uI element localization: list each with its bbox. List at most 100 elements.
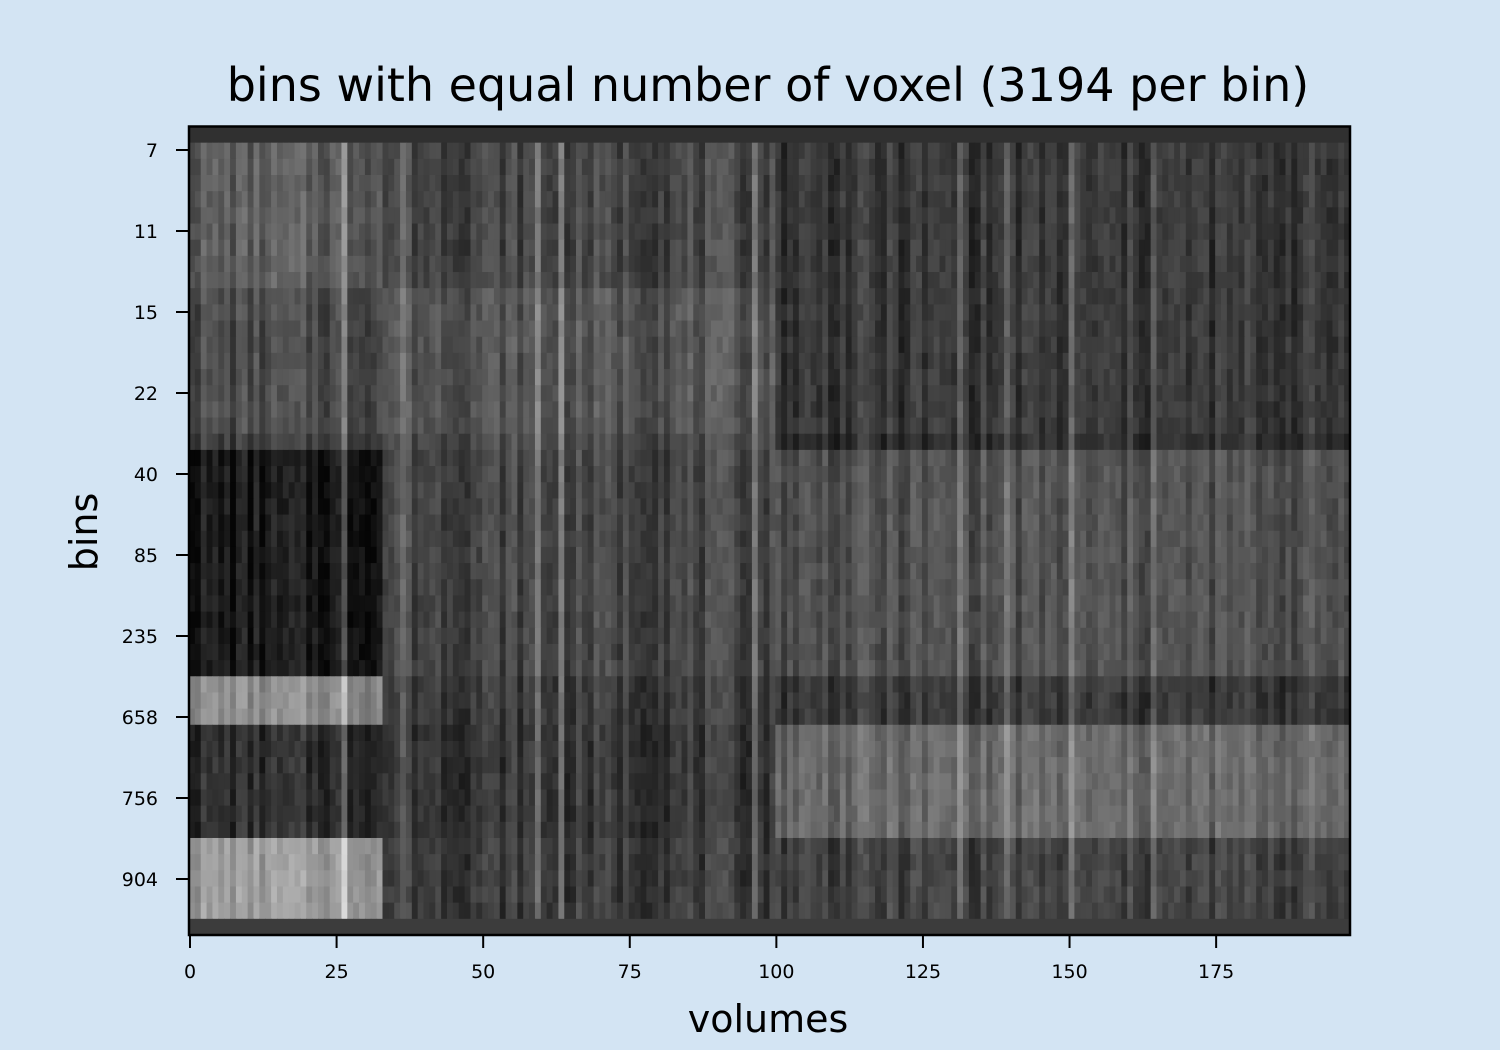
heatmap-cell — [1262, 223, 1269, 241]
heatmap-cell — [652, 255, 659, 273]
heatmap-cell — [1232, 207, 1240, 225]
heatmap-cell — [253, 142, 260, 160]
heatmap-cell — [886, 401, 894, 419]
heatmap-cell — [470, 498, 477, 516]
heatmap-cell — [775, 336, 782, 354]
heatmap-cell — [411, 466, 419, 483]
heatmap-cell — [370, 530, 378, 548]
heatmap-cell — [646, 385, 653, 402]
heatmap-cell — [476, 449, 483, 467]
heatmap-cell — [318, 433, 325, 451]
heatmap-cell — [1138, 514, 1146, 532]
heatmap-cell — [1103, 158, 1111, 176]
heatmap-cell — [728, 352, 735, 370]
heatmap-cell — [1191, 514, 1199, 532]
heatmap-cell — [505, 401, 513, 419]
heatmap-cell — [1103, 385, 1111, 402]
heatmap-cell — [476, 336, 483, 354]
heatmap-cell — [663, 320, 671, 338]
heatmap-cell — [470, 352, 477, 370]
heatmap-cell — [1103, 433, 1111, 451]
heatmap-cell — [898, 272, 905, 289]
heatmap-cell — [1338, 466, 1345, 483]
heatmap-cell — [775, 272, 782, 289]
heatmap-cell — [798, 401, 806, 419]
heatmap-cell — [763, 175, 771, 192]
heatmap-cell — [1086, 320, 1093, 338]
heatmap-cell — [1174, 288, 1181, 305]
heatmap-cell — [1133, 207, 1140, 225]
heatmap-cell — [910, 207, 917, 225]
heatmap-cell — [224, 352, 231, 370]
heatmap-cell — [1062, 272, 1070, 289]
heatmap-cell — [435, 142, 442, 160]
heatmap-cell — [933, 385, 941, 402]
heatmap-cell — [1174, 417, 1181, 435]
heatmap-cell — [1320, 126, 1328, 144]
heatmap-cell — [1244, 191, 1251, 208]
heatmap-cell — [1015, 336, 1023, 354]
heatmap-cell — [669, 466, 677, 483]
heatmap-cell — [517, 433, 524, 451]
heatmap-cell — [663, 239, 671, 257]
heatmap-cell — [523, 191, 530, 208]
heatmap-cell — [681, 417, 689, 435]
heatmap-cell — [898, 498, 905, 516]
heatmap-cell — [775, 466, 782, 483]
heatmap-cell — [716, 304, 724, 322]
heatmap-cell — [927, 223, 935, 241]
heatmap-cell — [1062, 304, 1070, 322]
heatmap-cell — [247, 530, 255, 548]
heatmap-cell — [1015, 417, 1023, 435]
heatmap-cell — [663, 175, 671, 192]
heatmap-cell — [282, 142, 290, 160]
heatmap-cell — [517, 449, 524, 467]
heatmap-cell — [968, 191, 976, 208]
heatmap-cell — [276, 498, 284, 516]
heatmap-cell — [1080, 336, 1087, 354]
heatmap-cell — [212, 401, 219, 419]
heatmap-cell — [224, 530, 231, 548]
heatmap-cell — [1273, 514, 1281, 532]
heatmap-cell — [1039, 239, 1046, 257]
heatmap-cell — [781, 466, 788, 483]
heatmap-cell — [746, 320, 753, 338]
heatmap-cell — [1314, 239, 1322, 257]
heatmap-cell — [781, 417, 788, 435]
heatmap-cell — [370, 352, 378, 370]
heatmap-cell — [1250, 514, 1257, 532]
heatmap-cell — [435, 191, 442, 208]
heatmap-cell — [957, 498, 964, 516]
heatmap-cell — [1279, 304, 1287, 322]
heatmap-cell — [980, 142, 988, 160]
heatmap-cell — [951, 433, 958, 451]
heatmap-cell — [1004, 142, 1011, 160]
heatmap-cell — [359, 272, 366, 289]
heatmap-cell — [869, 320, 876, 338]
heatmap-cell — [241, 320, 249, 338]
heatmap-cell — [681, 352, 689, 370]
heatmap-cell — [546, 336, 554, 354]
heatmap-cell — [939, 288, 947, 305]
heatmap-cell — [681, 433, 689, 451]
heatmap-cell — [1138, 142, 1146, 160]
heatmap-cell — [1033, 304, 1040, 322]
heatmap-cell — [194, 530, 202, 548]
heatmap-cell — [1050, 498, 1058, 516]
heatmap-cell — [1232, 255, 1240, 273]
heatmap-cell — [1009, 385, 1017, 402]
heatmap-cell — [622, 175, 630, 192]
heatmap-cell — [540, 466, 548, 483]
heatmap-cell — [382, 433, 389, 451]
heatmap-cell — [787, 223, 794, 241]
heatmap-cell — [441, 417, 448, 435]
heatmap-cell — [617, 514, 624, 532]
heatmap-cell — [218, 417, 225, 435]
heatmap-cell — [652, 207, 659, 225]
heatmap-cell — [294, 288, 302, 305]
heatmap-cell — [687, 142, 694, 160]
heatmap-cell — [511, 449, 518, 467]
heatmap-cell — [716, 401, 724, 419]
heatmap-cell — [429, 336, 436, 354]
heatmap-cell — [200, 385, 208, 402]
